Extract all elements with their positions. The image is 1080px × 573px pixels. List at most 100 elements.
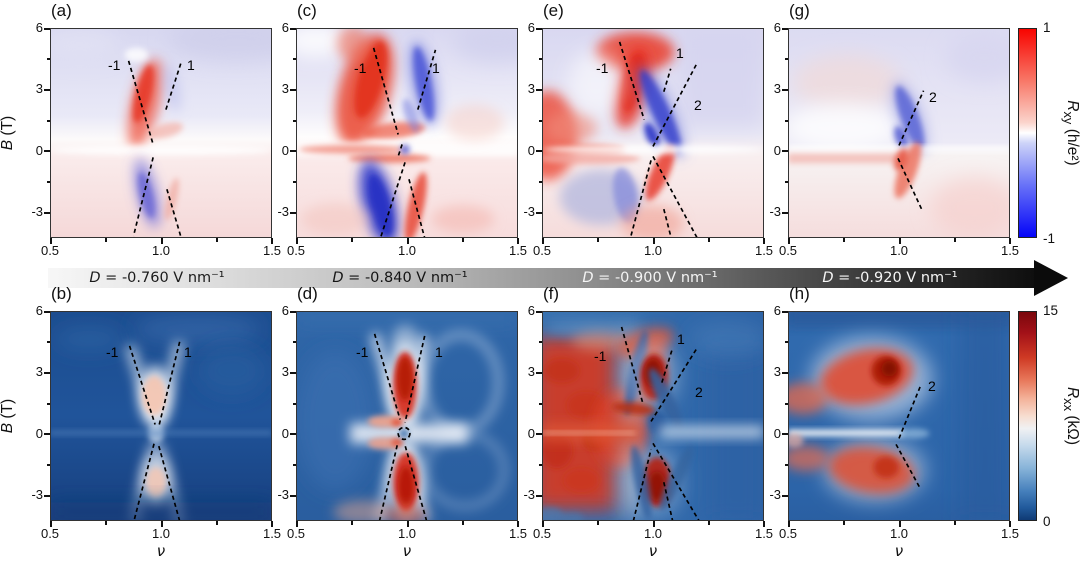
x-tick-mark [899, 238, 901, 244]
y-tick-mark [782, 212, 788, 214]
x-tick-label: 1.0 [643, 526, 663, 541]
y-tick-mark [782, 89, 788, 91]
line-label: 2 [695, 384, 703, 400]
x-tick-mark [462, 521, 464, 525]
x-tick-label: 1.0 [397, 243, 417, 258]
heatmap-panel-d [296, 311, 518, 521]
y-tick-mark [44, 28, 50, 30]
heatmap-panel-f [542, 311, 764, 521]
d-value: = -0.900 V nm⁻¹ [593, 270, 718, 286]
x-tick-mark [542, 521, 544, 527]
colorbar-rxy-title: Rxy (h/e²) [1061, 100, 1080, 165]
line-label: 1 [435, 344, 443, 360]
y-tick-label: -3 [277, 204, 289, 219]
heatmap-panel-h [788, 311, 1010, 521]
panel-a: (a) B (T) -1 1 [0, 1, 281, 257]
x-tick-mark [954, 238, 956, 242]
x-tick-mark [653, 238, 655, 244]
colorbar-rxy-gradient [1018, 28, 1037, 238]
y-tick-mark [536, 433, 542, 435]
y-tick-mark [46, 403, 50, 405]
colorbar-max-label: 15 [1043, 303, 1059, 318]
y-tick-mark [290, 433, 296, 435]
x-tick-mark [1009, 238, 1011, 244]
x-tick-mark [653, 521, 655, 527]
y-tick-label: 3 [281, 364, 289, 379]
y-tick-mark [538, 403, 542, 405]
y-axis-unit: (T) [0, 398, 16, 423]
panel-b: (b) B (T) -1 [0, 284, 281, 560]
y-tick-mark [782, 433, 788, 435]
y-tick-label: 6 [35, 20, 43, 35]
y-tick-mark [46, 464, 50, 466]
x-tick-mark [954, 521, 956, 525]
y-tick-label: 6 [773, 303, 781, 318]
y-tick-mark [784, 403, 788, 405]
x-tick-mark [763, 521, 765, 527]
y-tick-label: 6 [527, 20, 535, 35]
x-tick-mark [271, 521, 273, 527]
line-label: -1 [354, 60, 367, 76]
y-tick-mark [292, 403, 296, 405]
x-tick-mark [843, 521, 845, 525]
colorbar-rxx: 15 0 Rxx (kΩ) [1018, 304, 1080, 528]
panel-f: (f) [523, 284, 773, 560]
panel-e-tag: (e) [543, 1, 564, 20]
y-tick-mark [784, 341, 788, 343]
x-tick-label: 0.5 [778, 243, 798, 258]
y-tick-label: -3 [31, 204, 43, 219]
dashed-guide-lines [620, 326, 700, 521]
d-symbol: D [822, 270, 834, 286]
y-tick-mark [784, 120, 788, 122]
dashed-guide-lines [127, 60, 183, 237]
x-tick-mark [542, 238, 544, 244]
gradient-bar [48, 268, 1036, 288]
x-axis-title: ν [402, 542, 412, 560]
x-tick-mark [788, 238, 790, 244]
colorbar-min-label: 0 [1043, 513, 1051, 529]
y-tick-mark [290, 89, 296, 91]
plot-frame [296, 311, 518, 521]
x-tick-mark [216, 238, 218, 242]
y-tick-mark [44, 150, 50, 152]
colorbar-rxx-gradient [1018, 311, 1037, 521]
y-tick-mark [784, 464, 788, 466]
panel-c-tag: (c) [297, 1, 317, 20]
panel-f-tag: (f) [543, 284, 560, 303]
panel-h-tag: (h) [789, 284, 810, 303]
line-label: 2 [928, 378, 936, 394]
heatmap-panel-e [542, 28, 764, 238]
x-tick-mark [462, 238, 464, 242]
line-label: -1 [596, 60, 609, 76]
y-tick-mark [784, 58, 788, 60]
x-tick-mark [351, 238, 353, 242]
y-tick-mark [292, 58, 296, 60]
y-tick-mark [292, 120, 296, 122]
y-tick-label: 3 [281, 81, 289, 96]
y-tick-mark [538, 120, 542, 122]
y-tick-label: 3 [35, 81, 43, 96]
x-tick-mark [216, 521, 218, 525]
x-tick-label: 1.0 [151, 526, 171, 541]
heatmap-panel-c [296, 28, 518, 238]
dashed-guide-lines [897, 90, 925, 210]
y-tick-label: 0 [281, 426, 289, 441]
y-tick-mark [536, 311, 542, 313]
d-symbol: D [582, 270, 594, 286]
y-tick-mark [538, 464, 542, 466]
x-tick-label: 1.5 [508, 243, 528, 258]
y-tick-label: -3 [523, 204, 535, 219]
d-field-label: D = -0.920 V nm⁻¹ [822, 270, 957, 286]
y-tick-mark [538, 181, 542, 183]
panel-c: (c) [277, 1, 527, 257]
y-tick-mark [782, 28, 788, 30]
heatmap-panel-g [788, 28, 1010, 238]
y-tick-mark [44, 433, 50, 435]
x-tick-mark [788, 521, 790, 527]
y-tick-mark [290, 150, 296, 152]
line-label: 1 [676, 45, 684, 61]
plot-frame [788, 28, 1010, 238]
x-tick-label: 0.5 [532, 526, 552, 541]
x-tick-mark [708, 238, 710, 242]
d-field-label: D = -0.840 V nm⁻¹ [332, 270, 467, 286]
